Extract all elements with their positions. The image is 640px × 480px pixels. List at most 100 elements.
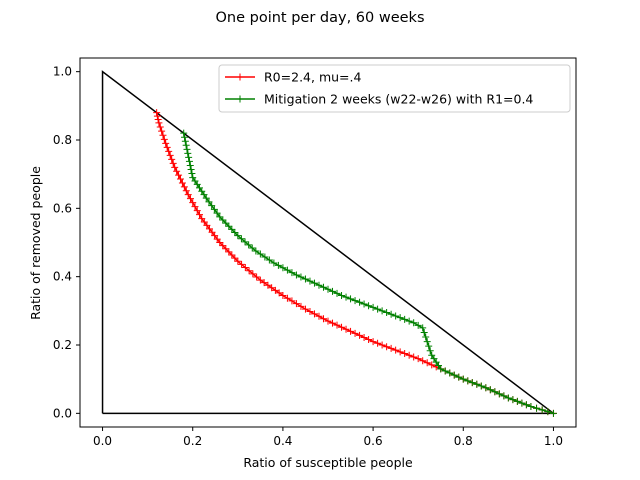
data-point xyxy=(527,403,535,410)
data-point xyxy=(241,238,249,246)
y-tick-label: 0.4 xyxy=(53,270,72,284)
data-point xyxy=(419,357,427,365)
data-point xyxy=(428,361,436,369)
data-point xyxy=(518,399,526,407)
data-point xyxy=(324,317,332,325)
data-point xyxy=(288,269,296,277)
data-point xyxy=(189,174,197,182)
data-point xyxy=(180,183,188,191)
data-point xyxy=(208,202,216,210)
data-point xyxy=(425,342,433,350)
data-point xyxy=(187,166,195,174)
data-point xyxy=(405,351,413,359)
data-point xyxy=(495,390,503,398)
data-point xyxy=(414,321,422,329)
data-point xyxy=(455,373,463,381)
data-point xyxy=(213,209,221,217)
axis-ticks: 0.0 0.2 0.4 0.6 0.8 1.0 0.0 0.2 0.4 0.6 0.8 1.0 xyxy=(53,65,563,448)
data-point xyxy=(158,127,166,135)
data-point xyxy=(319,315,327,323)
data-point xyxy=(351,329,359,337)
data-point xyxy=(513,397,521,405)
legend-marker xyxy=(236,73,244,81)
data-point xyxy=(185,153,193,161)
data-point xyxy=(186,161,194,169)
data-point xyxy=(160,135,168,143)
data-point xyxy=(288,297,296,305)
data-point xyxy=(271,286,279,294)
data-point xyxy=(383,309,391,317)
data-point xyxy=(279,264,287,272)
data-point xyxy=(274,261,282,269)
data-point xyxy=(306,308,314,316)
data-point xyxy=(261,253,269,261)
y-tick-label: 1.0 xyxy=(53,65,72,79)
legend-marker xyxy=(236,95,244,103)
data-point xyxy=(169,159,177,167)
data-point xyxy=(549,409,557,417)
data-point xyxy=(405,317,413,325)
data-point xyxy=(533,404,541,412)
data-point xyxy=(356,331,364,339)
data-point xyxy=(347,295,355,303)
data-point xyxy=(468,379,476,387)
data-point xyxy=(464,377,472,385)
legend-label: Mitigation 2 weeks (w22-w26) with R1=0.4 xyxy=(264,92,533,107)
data-point xyxy=(310,279,318,287)
data-point xyxy=(245,267,253,275)
data-point xyxy=(486,386,494,394)
data-point xyxy=(173,167,181,175)
data-point xyxy=(500,392,508,400)
y-tick-label: 0.6 xyxy=(53,201,72,215)
data-point xyxy=(219,242,227,250)
data-point xyxy=(153,109,161,117)
data-point xyxy=(166,151,174,159)
legend-label: R0=2.4, mu=.4 xyxy=(264,70,361,85)
data-point xyxy=(360,333,368,341)
data-point xyxy=(369,303,377,311)
data-point xyxy=(441,367,449,375)
data-point xyxy=(219,216,227,224)
data-point xyxy=(162,139,170,147)
data-point xyxy=(491,388,499,396)
data-point xyxy=(360,300,368,308)
data-point xyxy=(275,289,283,297)
data-point xyxy=(423,338,431,346)
data-point xyxy=(544,408,552,416)
data-point xyxy=(181,133,189,141)
data-point xyxy=(365,336,373,344)
data-point xyxy=(301,275,309,283)
x-axis-label: Ratio of susceptible people xyxy=(243,455,413,470)
data-point xyxy=(410,319,418,327)
data-point xyxy=(182,187,190,195)
chart-marks xyxy=(101,70,557,417)
data-point xyxy=(378,307,386,315)
data-point xyxy=(383,343,391,351)
data-point xyxy=(392,346,400,354)
data-point xyxy=(351,297,359,305)
data-point xyxy=(459,375,467,383)
x-tick-label: 0.2 xyxy=(183,434,202,448)
plot-frame xyxy=(79,57,577,428)
y-tick-label: 0.8 xyxy=(53,133,72,147)
data-point xyxy=(333,321,341,329)
data-point xyxy=(374,305,382,313)
data-point xyxy=(369,338,377,346)
data-point xyxy=(396,348,404,356)
data-point xyxy=(216,213,224,221)
y-tick-label: 0.0 xyxy=(53,406,72,420)
data-point xyxy=(245,241,253,249)
triangle-boundary xyxy=(101,70,556,415)
data-point xyxy=(333,289,341,297)
data-point xyxy=(231,254,239,262)
legend: R0=2.4, mu=.4 Mitigation 2 weeks (w22-w26… xyxy=(218,64,571,113)
data-point xyxy=(270,259,278,267)
data-point xyxy=(450,371,458,379)
x-tick-label: 0.6 xyxy=(364,434,383,448)
data-point xyxy=(347,327,355,335)
series-2 xyxy=(180,129,557,417)
data-point xyxy=(163,143,171,151)
data-point xyxy=(205,198,213,206)
data-point xyxy=(249,270,257,278)
data-point xyxy=(374,339,382,347)
